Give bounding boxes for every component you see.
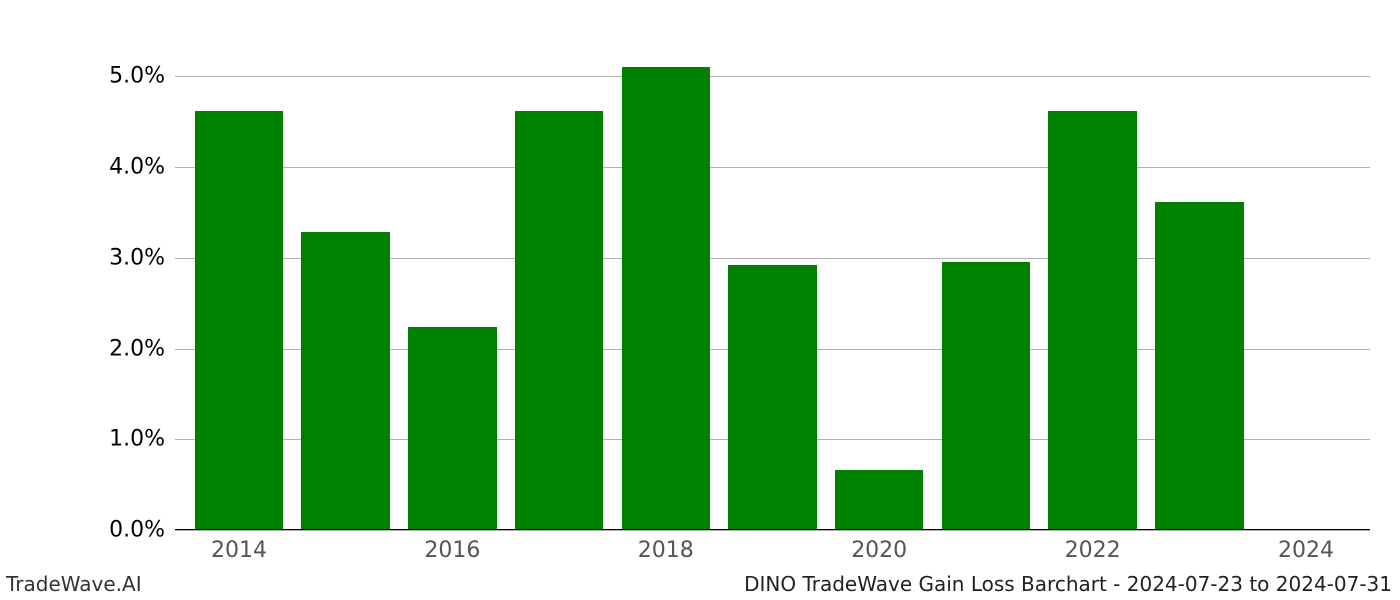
bar [1048,111,1137,530]
bar [728,265,817,530]
gridline [175,530,1370,531]
x-tick-label: 2016 [424,530,480,563]
gridline [175,76,1370,77]
bar [301,232,390,530]
bar [1155,202,1244,530]
x-tick-label: 2020 [851,530,907,563]
bar [195,111,284,530]
footer-left-text: TradeWave.AI [6,572,142,596]
y-tick-label: 5.0% [109,64,175,89]
y-tick-label: 0.0% [109,518,175,543]
y-tick-label: 1.0% [109,427,175,452]
x-axis-line [175,529,1370,530]
bar [515,111,604,530]
bar [942,262,1031,530]
footer-right-text: DINO TradeWave Gain Loss Barchart - 2024… [744,572,1392,596]
x-tick-label: 2018 [638,530,694,563]
chart-container: 0.0% 1.0% 2.0% 3.0% 4.0% 5.0% 2014 2016 2018 2020… [0,0,1400,600]
bar [622,67,711,530]
gridline [175,167,1370,168]
x-tick-label: 2014 [211,530,267,563]
bar [835,470,924,530]
x-tick-label: 2022 [1065,530,1121,563]
y-tick-label: 2.0% [109,336,175,361]
plot-area: 0.0%1.0%2.0%3.0%4.0%5.0%2014201620182020… [175,40,1370,530]
y-tick-label: 3.0% [109,245,175,270]
x-tick-label: 2024 [1278,530,1334,563]
bar [408,327,497,530]
y-tick-label: 4.0% [109,155,175,180]
